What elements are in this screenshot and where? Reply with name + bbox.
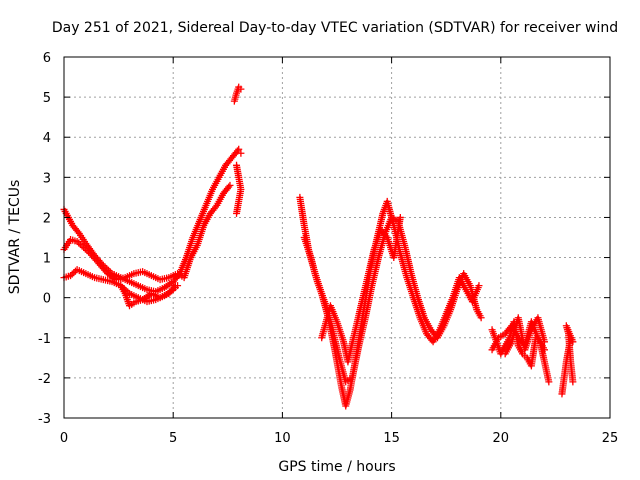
y-tick-label: 5 bbox=[43, 91, 51, 106]
chart-title: Day 251 of 2021, Sidereal Day-to-day VTE… bbox=[52, 20, 618, 36]
x-axis-ticks: 0 5 10 15 20 25 bbox=[60, 57, 618, 446]
y-tick-label: 6 bbox=[43, 51, 51, 66]
data-point bbox=[74, 228, 82, 236]
data-point bbox=[396, 213, 404, 221]
data-point bbox=[237, 149, 245, 157]
y-tick-label: 1 bbox=[43, 252, 51, 267]
data-point bbox=[475, 282, 483, 290]
data-point bbox=[76, 241, 84, 249]
x-tick-label: 0 bbox=[60, 431, 68, 446]
data-point bbox=[225, 183, 233, 191]
data-point bbox=[83, 247, 91, 255]
data-point bbox=[78, 242, 86, 250]
series-track-g bbox=[300, 213, 485, 386]
x-tick-label: 10 bbox=[274, 431, 291, 446]
data-point bbox=[233, 209, 241, 217]
data-point bbox=[540, 338, 548, 346]
data-point bbox=[569, 378, 577, 386]
data-point bbox=[70, 269, 78, 277]
data-point bbox=[80, 244, 88, 252]
x-axis-label: GPS time / hours bbox=[278, 459, 395, 475]
data-point bbox=[540, 346, 548, 354]
data-point bbox=[226, 181, 234, 189]
x-tick-label: 20 bbox=[493, 431, 510, 446]
data-point bbox=[81, 245, 89, 253]
data-point bbox=[68, 270, 76, 278]
y-axis-ticks: -3 -2 -1 0 1 2 3 4 5 6 bbox=[38, 51, 610, 427]
data-point bbox=[85, 248, 93, 256]
data-point bbox=[237, 85, 245, 93]
y-tick-label: 0 bbox=[43, 292, 51, 307]
data-point bbox=[235, 145, 243, 153]
series-track-e bbox=[230, 83, 245, 217]
y-axis-label: SDTVAR / TECUs bbox=[7, 180, 23, 295]
x-tick-label: 25 bbox=[602, 431, 619, 446]
y-tick-label: 4 bbox=[43, 131, 51, 146]
plot-frame bbox=[63, 56, 611, 419]
x-tick-label: 5 bbox=[169, 431, 177, 446]
y-tick-label: -1 bbox=[38, 332, 51, 347]
data-point bbox=[477, 314, 485, 322]
data-point bbox=[171, 282, 179, 290]
data-marks bbox=[60, 83, 577, 410]
series-track-l bbox=[558, 322, 577, 398]
data-point bbox=[170, 283, 178, 291]
y-tick-label: -2 bbox=[38, 372, 51, 387]
x-tick-label: 15 bbox=[383, 431, 400, 446]
y-tick-label: 3 bbox=[43, 171, 51, 186]
data-point bbox=[382, 232, 390, 240]
y-tick-label: 2 bbox=[43, 211, 51, 226]
series-track-k bbox=[501, 314, 548, 358]
data-point bbox=[545, 378, 553, 386]
series-track-d bbox=[117, 282, 179, 310]
y-tick-label: -3 bbox=[38, 412, 51, 427]
data-point bbox=[212, 203, 220, 211]
data-point bbox=[75, 239, 83, 247]
data-point bbox=[73, 238, 81, 246]
data-point bbox=[67, 272, 75, 280]
series-track-h bbox=[318, 213, 404, 366]
